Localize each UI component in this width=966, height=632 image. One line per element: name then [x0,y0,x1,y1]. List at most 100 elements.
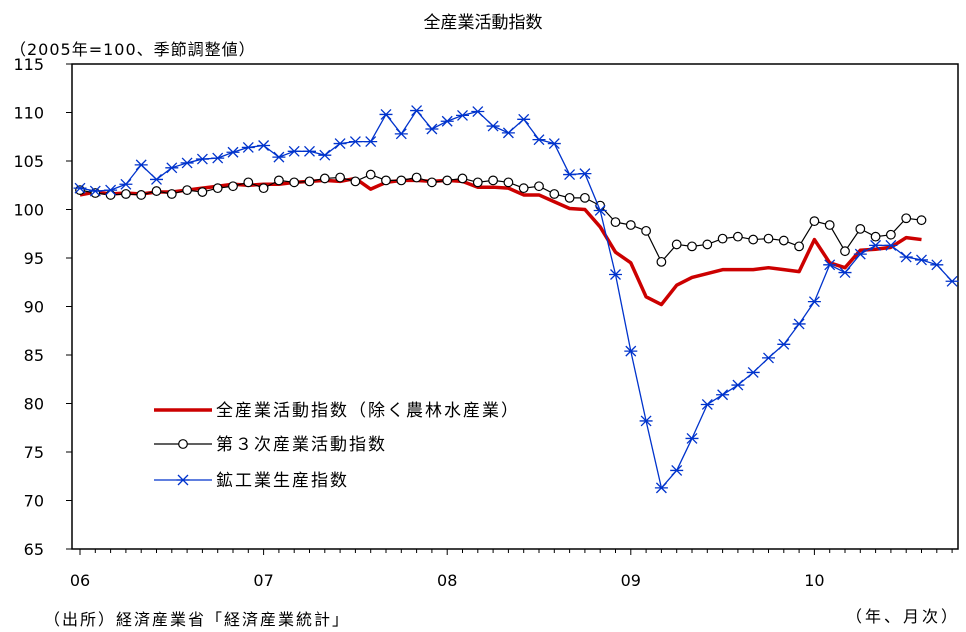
asterisk-marker [134,159,148,171]
circle-marker [503,177,514,188]
series-3 [73,105,959,494]
circle-marker [335,172,346,183]
asterisk-marker [211,152,225,164]
asterisk-marker [517,113,531,125]
y-tick-label: 75 [24,443,44,462]
asterisk-marker [333,138,347,149]
circle-marker [534,181,544,192]
asterisk-marker [853,248,867,260]
asterisk-marker [915,254,928,266]
asterisk-marker [899,251,913,263]
asterisk-marker [762,352,775,364]
circle-marker [228,181,238,192]
x-tick-label: 07 [253,571,273,590]
circle-marker [396,175,407,186]
y-tick-label: 70 [24,492,44,511]
circle-marker [702,239,713,250]
asterisk-marker [257,140,271,151]
circle-marker [824,220,835,230]
circle-marker [809,216,820,227]
circle-marker [182,185,193,196]
circle-marker [381,175,391,186]
circle-marker [457,173,468,184]
series-2 [75,169,927,267]
asterisk-marker [410,105,424,117]
asterisk-marker [838,267,852,279]
asterisk-marker [348,136,362,148]
circle-marker [518,183,529,194]
asterisk-marker [731,379,745,391]
series-line [79,176,922,307]
circle-marker [870,231,881,242]
source-note: （出所）経済産業省「経済産業統計」 [44,610,351,629]
series-line [79,109,953,489]
asterisk-marker [654,482,668,494]
asterisk-marker [501,127,515,139]
asterisk-marker [440,115,454,127]
y-tick-label: 95 [24,249,44,268]
y-tick-label: 100 [13,201,44,220]
asterisk-marker [364,136,378,148]
asterisk-marker [104,184,118,196]
circle-marker [671,239,682,250]
circle-marker [610,217,621,228]
y-tick-label: 90 [24,298,44,317]
y-tick-label: 85 [24,346,44,365]
asterisk-marker [869,239,883,251]
circle-marker [442,175,453,186]
circle-marker [350,176,361,187]
asterisk-marker [486,120,500,132]
circle-marker [289,177,300,188]
legend-label: 第３次産業活動指数 [216,435,387,455]
asterisk-marker [425,123,439,135]
circle-marker [136,190,147,200]
circle-marker [365,169,376,180]
asterisk-marker [456,109,469,121]
x-tick-label: 08 [437,571,457,590]
circle-marker [274,175,284,186]
asterisk-marker [930,259,944,271]
circle-marker [901,213,912,224]
asterisk-marker [287,145,301,157]
circle-marker [687,241,697,252]
circle-marker [197,187,208,197]
circle-marker [748,234,759,245]
asterisk-marker [746,367,760,378]
y-tick-label: 110 [13,104,44,123]
asterisk-marker [945,275,959,287]
circle-marker [120,189,131,199]
asterisk-marker [241,141,255,153]
asterisk-marker [532,134,546,146]
legend-label: 鉱工業生産指数 [216,471,349,491]
asterisk-marker [792,318,806,330]
y-axis-unit-label: （2005年=100、季節調整値） [10,40,256,59]
asterisk-marker [379,108,393,120]
asterisk-marker [394,128,408,140]
circle-marker [151,186,162,196]
circle-marker [549,189,560,199]
circle-marker [855,223,866,234]
circle-marker [564,192,575,203]
circle-marker [733,231,743,242]
asterisk-marker [303,145,316,157]
circle-marker [656,256,667,267]
chart-axes: 65 70 75 80 85 90 95 100 105 110 115 06 07 08 09 10 [13,55,959,590]
legend-item-1: 全産業活動指数（除く農林水産業） [154,401,518,421]
asterisk-marker [272,151,286,163]
asterisk-marker [180,157,194,169]
circle-marker [794,241,804,252]
x-tick-label: 10 [804,571,824,590]
y-tick-label: 80 [24,395,44,414]
circle-marker [411,172,422,183]
asterisk-marker [823,259,837,271]
legend-item-2: 第３次産業活動指数 [154,435,387,455]
circle-marker [472,177,483,188]
x-tick-label: 06 [70,571,90,590]
series-1 [79,176,922,307]
circle-marker [304,176,315,187]
legend-circle-marker [178,439,188,449]
circle-marker [778,235,789,246]
circle-marker [916,215,927,226]
chart-title: 全産業活動指数 [423,13,543,33]
